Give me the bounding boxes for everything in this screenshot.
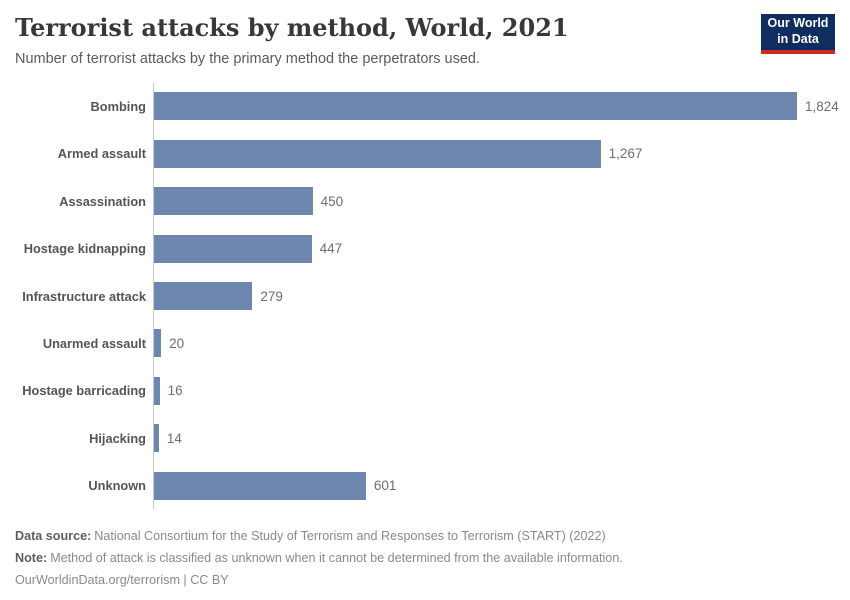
note-label: Note: [15,550,48,565]
bar-track: 1,267 [153,130,835,178]
category-label: Armed assault [57,146,146,162]
chart-header: Terrorist attacks by method, World, 2021… [15,12,835,67]
data-source-label: Data source: [15,529,92,544]
chart-row: Hostage barricading 16 [15,367,835,415]
chart-row: Armed assault 1,267 [15,130,835,178]
value-label: 20 [169,335,185,351]
value-label: 1,267 [608,146,643,162]
category-label: Unknown [88,478,146,494]
value-label: 601 [373,478,397,494]
chart-row: Unknown 601 [15,461,835,510]
bar-track: 20 [153,319,835,368]
bar-chart: Bombing 1,824 Armed assault 1,267 Assassinat… [15,82,839,510]
category-label: Infrastructure attack [22,288,146,304]
chart-row: Hijacking 14 [15,414,835,462]
chart-row: Infrastructure attack 279 [15,272,835,320]
bar-track: 450 [153,177,835,225]
chart-row: Hostage kidnapping 447 [15,224,835,273]
note-text: Method of attack is classified as unknow… [50,550,623,565]
bar[interactable] [154,329,162,358]
bar-track: 279 [153,272,835,320]
category-label: Bombing [90,98,146,114]
chart-subtitle: Number of terrorist attacks by the prima… [15,50,481,67]
data-source-line: Data source: National Consortium for the … [15,526,835,548]
bar[interactable] [154,376,160,405]
value-label: 1,824 [805,98,839,114]
category-label: Hostage kidnapping [23,241,146,257]
page-title: Terrorist attacks by method, World, 2021 [15,13,569,42]
bar[interactable] [154,234,312,263]
value-label: 450 [320,193,344,209]
data-source-text: National Consortium for the Study of Ter… [94,529,606,544]
bar[interactable] [154,92,797,121]
logo-line-2: in Data [777,32,819,46]
category-label: Hostage barricading [22,383,146,399]
value-label: 447 [319,241,343,257]
value-label: 279 [260,288,283,304]
bar[interactable] [154,424,159,453]
bar[interactable] [154,282,253,311]
chart-row: Assassination 450 [15,177,835,225]
category-label: Assassination [59,193,146,209]
chart-row: Bombing 1,824 [15,82,839,131]
bar[interactable] [154,471,366,500]
value-label: 16 [167,383,183,399]
header-text-block: Terrorist attacks by method, World, 2021… [15,12,569,67]
category-label: Unarmed assault [42,335,146,351]
bar-track: 601 [153,461,835,510]
bar[interactable] [154,187,313,216]
note-line: Note: Method of attack is classified as u… [15,548,835,570]
chart-row: Unarmed assault 20 [15,319,835,368]
value-label: 14 [166,430,182,446]
chart-rows: Bombing 1,824 Armed assault 1,267 Assassinat… [15,82,839,510]
bar-track: 447 [153,224,835,273]
credit-line[interactable]: OurWorldinData.org/terrorism | CC BY [15,572,229,587]
bar-track: 16 [153,367,835,415]
owid-logo[interactable]: Our World in Data [761,14,835,54]
category-label: Hijacking [89,430,146,446]
chart-footer: Data source: National Consortium for the … [15,526,835,591]
bar-track: 14 [153,414,835,462]
bar[interactable] [154,139,601,168]
bar-track: 1,824 [153,82,839,131]
logo-line-1: Our World [767,16,829,31]
